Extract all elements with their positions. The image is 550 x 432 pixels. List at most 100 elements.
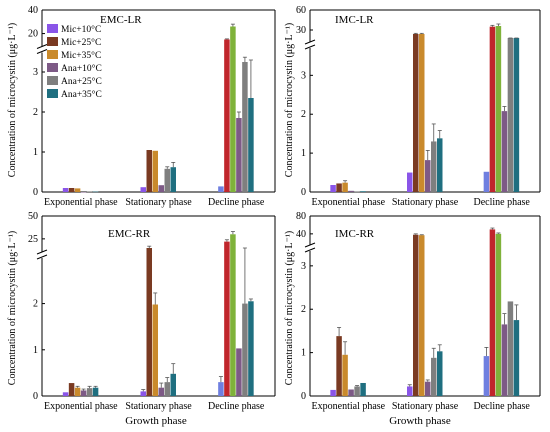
- bar: [407, 386, 413, 396]
- y-tick-label: 2: [301, 304, 306, 315]
- bar: [348, 190, 354, 192]
- bar: [360, 191, 366, 192]
- panel-title: EMC-RR: [108, 228, 151, 240]
- bar: [218, 382, 224, 396]
- bar: [224, 241, 230, 396]
- legend-swatch: [47, 50, 58, 59]
- bar: [152, 150, 158, 192]
- legend-label: Mic+25°C: [61, 37, 101, 48]
- panel-emc-lr: EMC-LR 0 1 2 3 20 40 Exponential phase Stationar…: [28, 5, 276, 208]
- x-tick-label: Stationary phase: [392, 401, 459, 412]
- bar: [489, 26, 496, 192]
- bar: [236, 118, 242, 192]
- legend-swatch: [47, 37, 58, 46]
- axis-break-gap: [305, 245, 315, 251]
- bar: [68, 383, 75, 396]
- legend-label: Ana+35°C: [61, 89, 102, 100]
- bar: [330, 185, 336, 192]
- bar: [218, 186, 224, 192]
- y-tick-label: 25: [28, 234, 38, 245]
- bar: [501, 324, 508, 396]
- bar: [170, 373, 176, 396]
- ylabel-right-top: Concentration of microcystin (μg·L⁻¹): [284, 23, 295, 177]
- y-tick-label: 2: [33, 107, 38, 118]
- legend: Mic+10°C Mic+25°C Mic+35°C Ana+10°C Ana+25°C…: [47, 24, 102, 100]
- bar: [140, 187, 146, 192]
- x-tick-label: Decline phase: [473, 197, 530, 208]
- panel-title: EMC-LR: [100, 14, 142, 26]
- y-tick-label: 60: [296, 5, 306, 16]
- bar: [164, 168, 170, 192]
- bar: [80, 390, 87, 396]
- y-tick-label: 3: [301, 261, 306, 272]
- axis-break-gap: [305, 42, 315, 48]
- xlabel-left: Growth phase: [125, 415, 187, 427]
- axis-break-mark: [304, 39, 316, 45]
- bar: [248, 98, 254, 192]
- bar: [74, 387, 81, 396]
- legend-swatch: [47, 89, 58, 98]
- bar: [513, 38, 520, 192]
- bar: [242, 62, 248, 192]
- legend-label: Mic+35°C: [61, 50, 101, 61]
- ylabel-left-bottom: Concentration of microcystin (μg·L⁻¹): [7, 231, 18, 385]
- x-tick-label: Decline phase: [208, 197, 265, 208]
- bar: [146, 150, 152, 192]
- bar: [68, 188, 75, 192]
- bar: [236, 348, 242, 396]
- axis-break-gap: [37, 46, 47, 53]
- bar: [342, 182, 348, 192]
- x-tick-label: Exponential phase: [312, 197, 386, 208]
- legend-label: Mic+10°C: [61, 24, 101, 35]
- axis-break-mark: [36, 44, 48, 49]
- bar: [62, 392, 69, 396]
- panel-imc-lr: IMC-LR 0 1 2 3 30 60 Exponential phase Stationar…: [296, 5, 541, 208]
- x-tick-label: Exponential phase: [44, 401, 118, 412]
- bar: [336, 336, 342, 396]
- y-tick-label: 20: [28, 29, 38, 40]
- bar: [336, 183, 342, 192]
- y-tick-label: 0: [301, 187, 306, 198]
- bar: [74, 188, 81, 192]
- bar: [86, 388, 93, 396]
- axis-break-mark: [304, 44, 316, 50]
- bar: [92, 191, 99, 193]
- bar: [140, 391, 146, 396]
- panel-emc-rr: EMC-RR 0 1 2 25 50 Exponential phase Stationary…: [28, 211, 276, 412]
- x-tick-label: Exponential phase: [44, 197, 118, 208]
- axis-break-mark: [36, 249, 48, 255]
- bar: [513, 320, 520, 396]
- x-tick-label: Decline phase: [208, 401, 265, 412]
- x-tick-label: Stationary phase: [392, 197, 459, 208]
- bar: [437, 351, 443, 396]
- y-tick-label: 40: [296, 229, 306, 240]
- legend-label: Ana+10°C: [61, 63, 102, 74]
- y-tick-label: 40: [28, 5, 38, 16]
- bar: [431, 357, 437, 396]
- bar: [158, 387, 164, 396]
- xlabel-right: Growth phase: [389, 415, 451, 427]
- bar: [230, 234, 236, 396]
- bar: [407, 172, 413, 192]
- bar: [425, 160, 431, 192]
- y-tick-label: 3: [33, 67, 38, 78]
- y-tick-label: 0: [33, 187, 38, 198]
- bar: [348, 389, 354, 396]
- legend-swatch: [47, 63, 58, 72]
- bar: [354, 386, 360, 396]
- y-tick-label: 0: [301, 391, 306, 402]
- legend-label: Ana+25°C: [61, 76, 102, 87]
- y-tick-label: 50: [28, 211, 38, 222]
- bar: [80, 192, 87, 193]
- bar: [342, 354, 348, 396]
- bar: [224, 39, 230, 192]
- y-tick-label: 80: [296, 211, 306, 222]
- y-tick-label: 1: [301, 348, 306, 359]
- y-tick-label: 3: [301, 70, 306, 81]
- bar: [483, 356, 490, 396]
- panel-title: IMC-RR: [335, 228, 375, 240]
- bar: [330, 389, 336, 396]
- bar: [248, 301, 254, 396]
- bar: [413, 34, 419, 192]
